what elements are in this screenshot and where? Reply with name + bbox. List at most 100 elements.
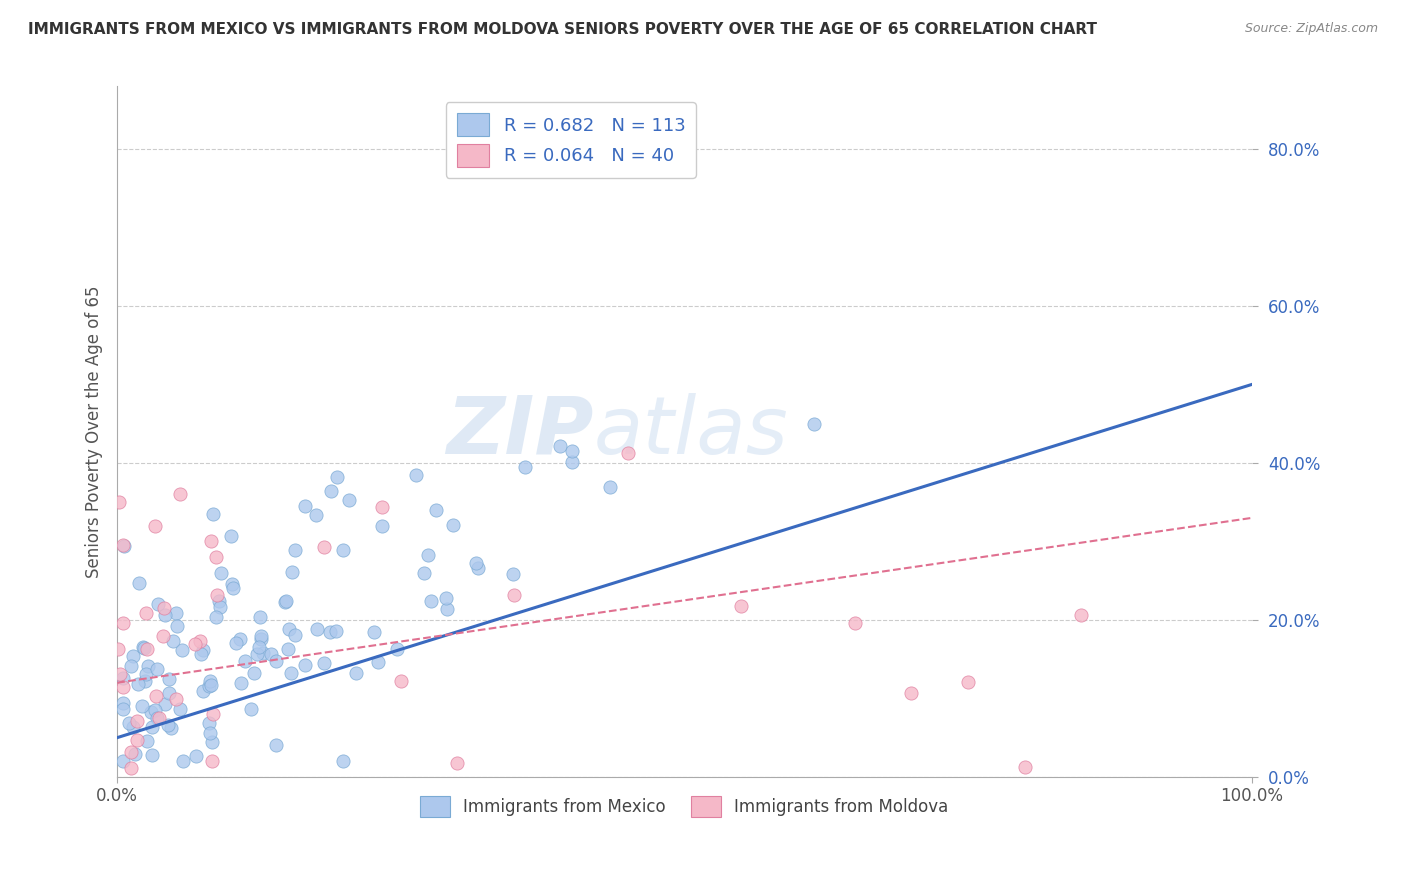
Point — [200, 678, 222, 692]
Point — [200, 534, 222, 549]
Point — [229, 632, 252, 646]
Point — [135, 734, 157, 748]
Point — [502, 566, 524, 581]
Point — [280, 666, 302, 681]
Text: ZIP: ZIP — [446, 392, 593, 471]
Point — [131, 699, 153, 714]
Point — [143, 518, 166, 533]
Point — [120, 761, 142, 775]
Point — [363, 625, 385, 640]
Point — [135, 606, 157, 620]
Point — [250, 632, 273, 647]
Point — [434, 591, 457, 605]
Point — [191, 643, 214, 657]
Point — [314, 540, 336, 554]
Point — [467, 561, 489, 575]
Point — [436, 601, 458, 615]
Point — [252, 646, 274, 660]
Point — [250, 629, 273, 643]
Point — [141, 747, 163, 762]
Point — [284, 542, 307, 557]
Point — [278, 622, 301, 636]
Point — [209, 600, 232, 615]
Point — [157, 673, 180, 687]
Point — [170, 642, 193, 657]
Point — [172, 754, 194, 768]
Point — [416, 548, 439, 562]
Text: IMMIGRANTS FROM MEXICO VS IMMIGRANTS FROM MOLDOVA SENIORS POVERTY OVER THE AGE O: IMMIGRANTS FROM MEXICO VS IMMIGRANTS FRO… — [28, 22, 1097, 37]
Point — [956, 675, 979, 690]
Point — [145, 689, 167, 703]
Point — [131, 640, 153, 655]
Point — [221, 577, 243, 591]
Point — [132, 641, 155, 656]
Point — [325, 624, 347, 638]
Point — [419, 593, 441, 607]
Point — [146, 711, 169, 725]
Point — [120, 745, 142, 759]
Point — [155, 698, 177, 712]
Point — [208, 594, 231, 608]
Point — [1070, 607, 1092, 622]
Point — [111, 616, 134, 631]
Point — [134, 673, 156, 688]
Point — [146, 662, 169, 676]
Point — [198, 715, 221, 730]
Point — [222, 581, 245, 595]
Point — [200, 726, 222, 740]
Point — [332, 543, 354, 558]
Point — [247, 640, 270, 654]
Point — [387, 642, 409, 657]
Point — [121, 648, 143, 663]
Point — [111, 696, 134, 710]
Point — [124, 747, 146, 761]
Point — [225, 636, 247, 650]
Point — [277, 641, 299, 656]
Point — [169, 702, 191, 716]
Point — [283, 628, 305, 642]
Point — [803, 417, 825, 432]
Point — [305, 508, 328, 522]
Point — [200, 673, 222, 688]
Point — [139, 705, 162, 719]
Legend: Immigrants from Mexico, Immigrants from Moldova: Immigrants from Mexico, Immigrants from … — [413, 789, 955, 824]
Point — [165, 606, 187, 620]
Point — [513, 460, 536, 475]
Point — [446, 756, 468, 770]
Point — [260, 647, 283, 661]
Point — [121, 720, 143, 734]
Point — [132, 799, 155, 814]
Point — [169, 487, 191, 501]
Point — [111, 702, 134, 716]
Point — [246, 647, 269, 661]
Point — [153, 607, 176, 622]
Point — [165, 691, 187, 706]
Point — [108, 495, 131, 509]
Point — [233, 654, 256, 668]
Point — [153, 600, 176, 615]
Point — [111, 754, 134, 768]
Point — [367, 655, 389, 669]
Point — [264, 738, 287, 752]
Point — [201, 755, 224, 769]
Point — [344, 665, 367, 680]
Point — [389, 674, 412, 689]
Point — [205, 609, 228, 624]
Point — [314, 657, 336, 671]
Point — [205, 588, 228, 602]
Point — [138, 659, 160, 673]
Point — [730, 599, 752, 613]
Point — [166, 619, 188, 633]
Text: atlas: atlas — [593, 392, 789, 471]
Point — [243, 665, 266, 680]
Point — [599, 481, 621, 495]
Point — [127, 677, 149, 691]
Point — [148, 711, 170, 725]
Point — [548, 439, 571, 453]
Point — [108, 667, 131, 681]
Point — [159, 721, 181, 735]
Point — [128, 576, 150, 591]
Point — [184, 637, 207, 651]
Point — [201, 508, 224, 522]
Y-axis label: Seniors Poverty Over the Age of 65: Seniors Poverty Over the Age of 65 — [86, 285, 103, 578]
